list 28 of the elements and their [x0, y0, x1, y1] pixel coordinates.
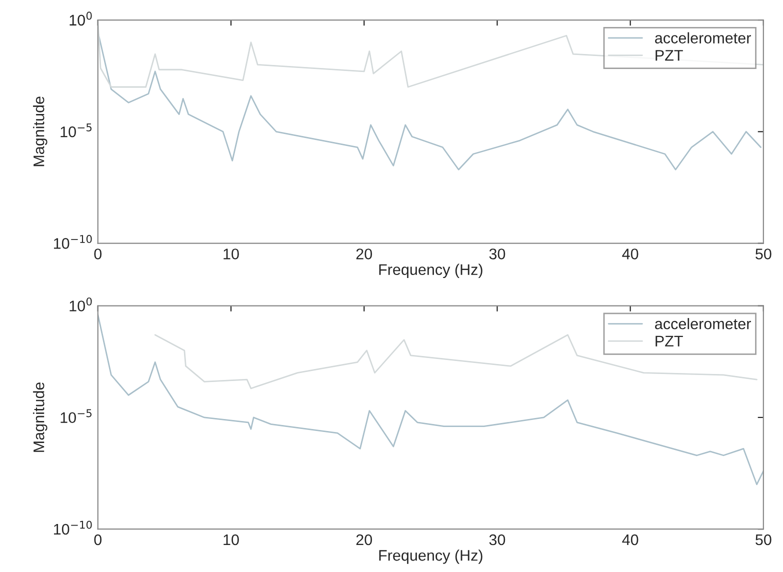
x-tick-label: 40 — [622, 248, 638, 260]
x-tick-label: 30 — [489, 248, 506, 260]
x-tick-label: 50 — [756, 248, 772, 260]
x-tick-label: 10 — [224, 248, 239, 260]
y-tick-label: 10$^{−10}$ — [54, 520, 92, 535]
legend-label: accelerometer — [655, 32, 751, 44]
line-series — [154, 334, 758, 390]
y-tick-label: 10$^{−10}$ — [54, 234, 92, 249]
x-axis-title: Frequency (Hz) — [379, 264, 482, 278]
x-tick-label: 40 — [622, 534, 638, 546]
x-tick-label: 10 — [224, 534, 239, 546]
y-tick-label: 10$^{0}$ — [70, 297, 92, 312]
x-tick-label: 0 — [94, 534, 102, 546]
x-tick-label: 20 — [356, 248, 372, 260]
x-axis-title: Frequency (Hz) — [379, 550, 482, 564]
y-axis-title: Magnitude — [33, 96, 48, 166]
legend-label: accelerometer — [655, 318, 751, 330]
y-tick-label: 10$^{−5}$ — [60, 409, 92, 424]
legend-label: PZT — [656, 336, 683, 346]
y-axis-title: Magnitude — [33, 382, 48, 452]
x-tick-label: 50 — [756, 534, 772, 546]
x-tick-label: 0 — [94, 248, 102, 260]
line-series — [98, 314, 764, 486]
y-tick-label: 10$^{0}$ — [70, 12, 92, 26]
y-tick-label: 10$^{−5}$ — [60, 123, 92, 138]
x-tick-label: 30 — [489, 534, 506, 546]
x-tick-label: 20 — [356, 534, 372, 546]
legend-label: PZT — [656, 50, 683, 61]
